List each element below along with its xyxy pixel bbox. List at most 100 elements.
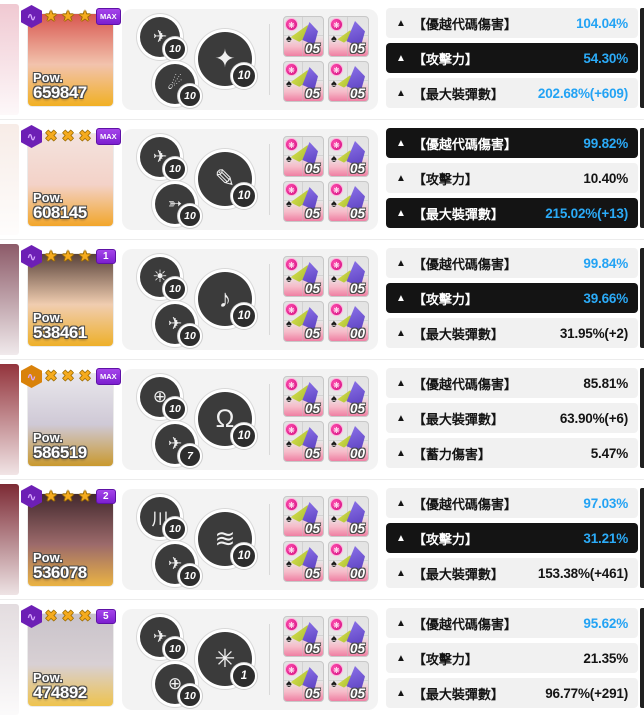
character-portrait[interactable]: ∿ ★ ★ ★ 1 Pow. 538461 <box>21 245 116 346</box>
stat-label: 【攻擊力】 <box>412 51 478 67</box>
stat-pill[interactable]: ▲ 【最大裝彈數】 31.95%(+2) <box>386 318 638 348</box>
stat-pill[interactable]: ▲ 【攻擊力】 31.21% <box>386 523 638 553</box>
burst-skill-button[interactable]: ♪ 10 <box>198 272 257 329</box>
equipment-card[interactable]: ❋ ♠ 05 <box>328 376 369 417</box>
panel-divider <box>269 504 270 575</box>
skill-1-button[interactable]: ☀ 10 <box>140 257 187 301</box>
skill-2-button[interactable]: ⊕ 10 <box>155 664 202 708</box>
burst-skill-button[interactable]: ≋ 10 <box>198 512 257 569</box>
skill-1-button[interactable]: ✈ 10 <box>140 17 187 61</box>
element-badge-icon: ∿ <box>21 125 42 148</box>
equipment-card[interactable]: ❋ ♠ 00 <box>328 541 369 582</box>
star-icon: ✖ <box>78 608 92 625</box>
power-label: Pow. <box>33 669 63 685</box>
character-portrait[interactable]: ∿ ★ ★ ★ MAX Pow. 659847 <box>21 5 121 106</box>
skill-1-button[interactable]: ✈ 10 <box>140 137 187 181</box>
skill-2-button[interactable]: ✈ 10 <box>155 544 202 588</box>
stat-pill[interactable]: ▲ 【攻擊力】 54.30% <box>386 43 638 73</box>
character-portrait[interactable]: ∿ ✖ ✖ ✖ MAX Pow. 586519 <box>21 365 121 466</box>
stat-pill[interactable]: ▲ 【最大裝彈數】 96.77%(+291) <box>386 678 638 708</box>
equip-level: 05 <box>304 446 320 461</box>
burst-level-badge: 10 <box>231 183 257 209</box>
skill-2-button[interactable]: ☄ 10 <box>155 64 202 108</box>
skill-2-button[interactable]: ✈ 7 <box>155 424 202 468</box>
badge-strip: ∿ ★ ★ ★ 2 <box>21 485 116 508</box>
adjacent-column-sliver <box>0 364 19 475</box>
equipment-card[interactable]: ❋ ♠ 05 <box>328 136 369 177</box>
character-portrait[interactable]: ∿ ✖ ✖ ✖ MAX Pow. 608145 <box>21 125 121 226</box>
stat-label: 【蓄力傷害】 <box>412 446 491 462</box>
equip-tier-icon: ❋ <box>330 423 343 436</box>
equip-level: 05 <box>304 86 320 101</box>
stat-pill[interactable]: ▲ 【最大裝彈數】 215.02%(+13) <box>386 198 638 228</box>
skill-2-icon: ✈ <box>167 554 183 573</box>
equipment-card[interactable]: ❋ ♠ 05 <box>283 136 324 177</box>
burst-skill-button[interactable]: ✳ 1 <box>198 632 257 689</box>
equipment-card[interactable]: ❋ ♠ 05 <box>283 256 324 297</box>
character-portrait[interactable]: ∿ ★ ★ ★ 2 Pow. 536078 <box>21 485 116 586</box>
equip-tier-icon: ❋ <box>330 618 343 631</box>
skill-2-level-badge: 10 <box>178 564 202 588</box>
stat-pill[interactable]: ▲ 【優越代碼傷害】 95.62% <box>386 608 638 638</box>
equipment-card[interactable]: ❋ ♠ 00 <box>328 421 369 462</box>
equipment-card[interactable]: ❋ ♠ 05 <box>328 181 369 222</box>
star-icon: ★ <box>44 488 58 505</box>
stat-value: 215.02%(+13) <box>545 205 628 221</box>
equipment-card[interactable]: ❋ ♠ 05 <box>283 616 324 657</box>
stat-pill[interactable]: ▲ 【攻擊力】 10.40% <box>386 163 638 193</box>
stat-pill[interactable]: ▲ 【最大裝彈數】 63.90%(+6) <box>386 403 638 433</box>
stat-list: ▲ 【優越代碼傷害】 85.81% ▲ 【最大裝彈數】 63.90%(+6) ▲… <box>386 368 638 473</box>
adjacent-column-sliver <box>0 244 19 355</box>
burst-skill-button[interactable]: ✦ 10 <box>198 32 257 89</box>
equip-level: 05 <box>304 206 320 221</box>
equipment-card[interactable]: ❋ ♠ 05 <box>283 301 324 342</box>
equipment-card[interactable]: ❋ ♠ 05 <box>328 661 369 702</box>
stat-pill[interactable]: ▲ 【攻擊力】 39.66% <box>386 283 638 313</box>
triangle-up-icon: ▲ <box>396 532 406 544</box>
skill-1-button[interactable]: ✈ 10 <box>140 617 187 661</box>
stat-pill[interactable]: ▲ 【優越代碼傷害】 99.82% <box>386 128 638 158</box>
equipment-card[interactable]: ❋ ♠ 05 <box>283 541 324 582</box>
stat-pill[interactable]: ▲ 【攻擊力】 21.35% <box>386 643 638 673</box>
equip-slot-icon: ♠ <box>331 678 337 690</box>
stat-pill[interactable]: ▲ 【最大裝彈數】 153.38%(+461) <box>386 558 638 588</box>
stat-pill[interactable]: ▲ 【優越代碼傷害】 104.04% <box>386 8 638 38</box>
star-icon: ✖ <box>61 128 75 145</box>
equipment-card[interactable]: ❋ ♠ 05 <box>328 496 369 537</box>
equip-slot-icon: ♠ <box>331 33 337 45</box>
equipment-card[interactable]: ❋ ♠ 05 <box>283 16 324 57</box>
skill-1-button[interactable]: ⊕ 10 <box>140 377 187 421</box>
stat-pill[interactable]: ▲ 【蓄力傷害】 5.47% <box>386 438 638 468</box>
stat-pill[interactable]: ▲ 【最大裝彈數】 202.68%(+609) <box>386 78 638 108</box>
equipment-card[interactable]: ❋ ♠ 05 <box>283 181 324 222</box>
character-row: ∿ ✖ ✖ ✖ 5 Pow. 474892 ✈ 10 ⊕ 10 ✳ 1 <box>0 600 644 719</box>
equipment-card[interactable]: ❋ ♠ 05 <box>283 376 324 417</box>
skill-2-button[interactable]: ✈ 10 <box>155 304 202 348</box>
burst-skill-button[interactable]: ✎ 10 <box>198 152 257 209</box>
equipment-card[interactable]: ❋ ♠ 05 <box>283 421 324 462</box>
equipment-card[interactable]: ❋ ♠ 05 <box>283 496 324 537</box>
equipment-card[interactable]: ❋ ♠ 05 <box>328 16 369 57</box>
character-portrait[interactable]: ∿ ✖ ✖ ✖ 5 Pow. 474892 <box>21 605 116 706</box>
equip-tier-icon: ❋ <box>285 63 298 76</box>
star-icon: ★ <box>44 8 58 25</box>
star-icon: ★ <box>44 248 58 265</box>
equipment-card[interactable]: ❋ ♠ 05 <box>328 256 369 297</box>
equipment-card[interactable]: ❋ ♠ 00 <box>328 301 369 342</box>
burst-skill-button[interactable]: Ω 10 <box>198 392 257 449</box>
equipment-card[interactable]: ❋ ♠ 05 <box>283 61 324 102</box>
equip-level: 05 <box>304 521 320 536</box>
stat-pill[interactable]: ▲ 【優越代碼傷害】 97.03% <box>386 488 638 518</box>
skills-panel: 川 10 ✈ 10 ≋ 10 ❋ ♠ 05 <box>122 489 378 590</box>
star-icon: ★ <box>78 8 92 25</box>
stat-pill[interactable]: ▲ 【優越代碼傷害】 99.84% <box>386 248 638 278</box>
skill-1-button[interactable]: 川 10 <box>140 497 187 541</box>
equipment-card[interactable]: ❋ ♠ 05 <box>328 61 369 102</box>
skill-2-button[interactable]: ➳ 10 <box>155 184 202 228</box>
equipment-grid: ❋ ♠ 05 ❋ ♠ 05 ❋ ♠ <box>283 496 369 582</box>
equipment-card[interactable]: ❋ ♠ 05 <box>283 661 324 702</box>
right-edge-strip <box>640 368 644 468</box>
stat-pill[interactable]: ▲ 【優越代碼傷害】 85.81% <box>386 368 638 398</box>
equip-slot-icon: ♠ <box>331 633 337 645</box>
equipment-card[interactable]: ❋ ♠ 05 <box>328 616 369 657</box>
